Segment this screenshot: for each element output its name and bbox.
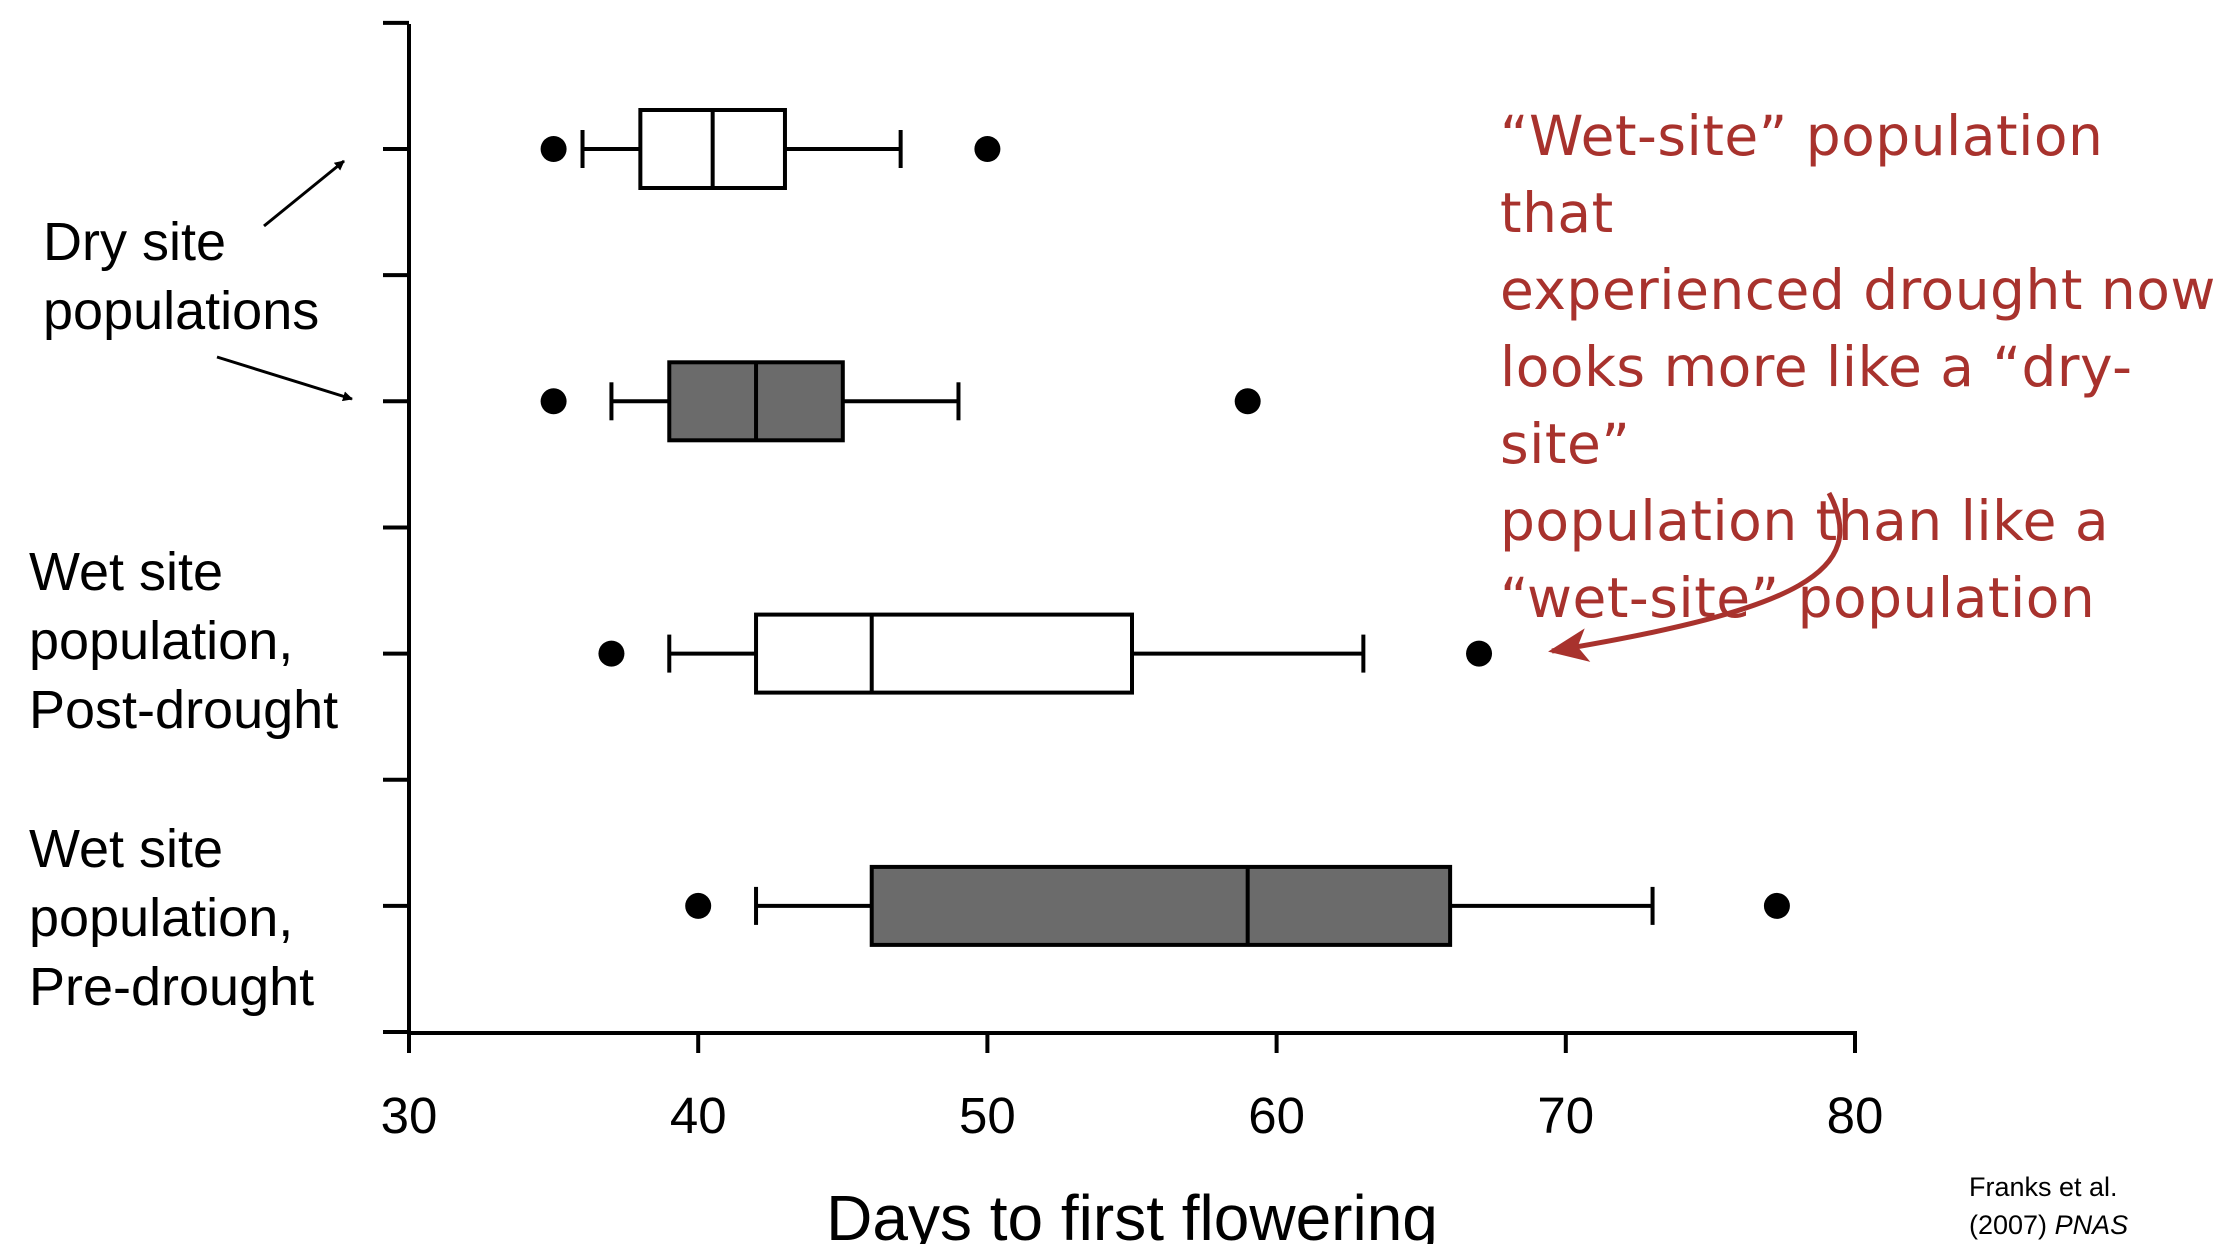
box — [869, 864, 1453, 947]
box — [754, 612, 1134, 695]
x-tick-label: 40 — [670, 1087, 727, 1144]
x-axis-label: Days to first flowering — [826, 1182, 1438, 1244]
outlier — [1763, 892, 1790, 919]
annotation: Dry site populations — [43, 212, 320, 341]
arrow — [263, 159, 345, 228]
outlier — [598, 640, 625, 667]
y-tick-label: Wet site population, Pre-drought — [29, 819, 315, 1017]
note-arrow — [1548, 491, 1843, 662]
x-tick-label: 60 — [1248, 1087, 1305, 1144]
outlier — [1234, 388, 1261, 415]
x-tick-label: 70 — [1537, 1087, 1594, 1144]
y-tick-label: Wet site population, Post-drought — [29, 542, 339, 740]
outlier — [974, 136, 1001, 162]
annotation: “Wet-site” population that experienced d… — [1500, 104, 2216, 630]
source: Franks et al. (2007) PNAS — [1969, 1168, 2128, 1244]
arrow — [216, 355, 353, 402]
x-tick-label: 50 — [959, 1087, 1016, 1144]
x-tick-label: 30 — [381, 1087, 438, 1144]
x-tick-label: 80 — [1827, 1087, 1884, 1144]
outlier — [540, 136, 567, 162]
outlier — [685, 892, 712, 919]
source-text: Franks et al. (2007) — [1969, 1172, 2118, 1240]
outlier — [540, 388, 567, 415]
source-journal: PNAS — [2054, 1210, 2129, 1240]
outlier — [1466, 640, 1493, 667]
